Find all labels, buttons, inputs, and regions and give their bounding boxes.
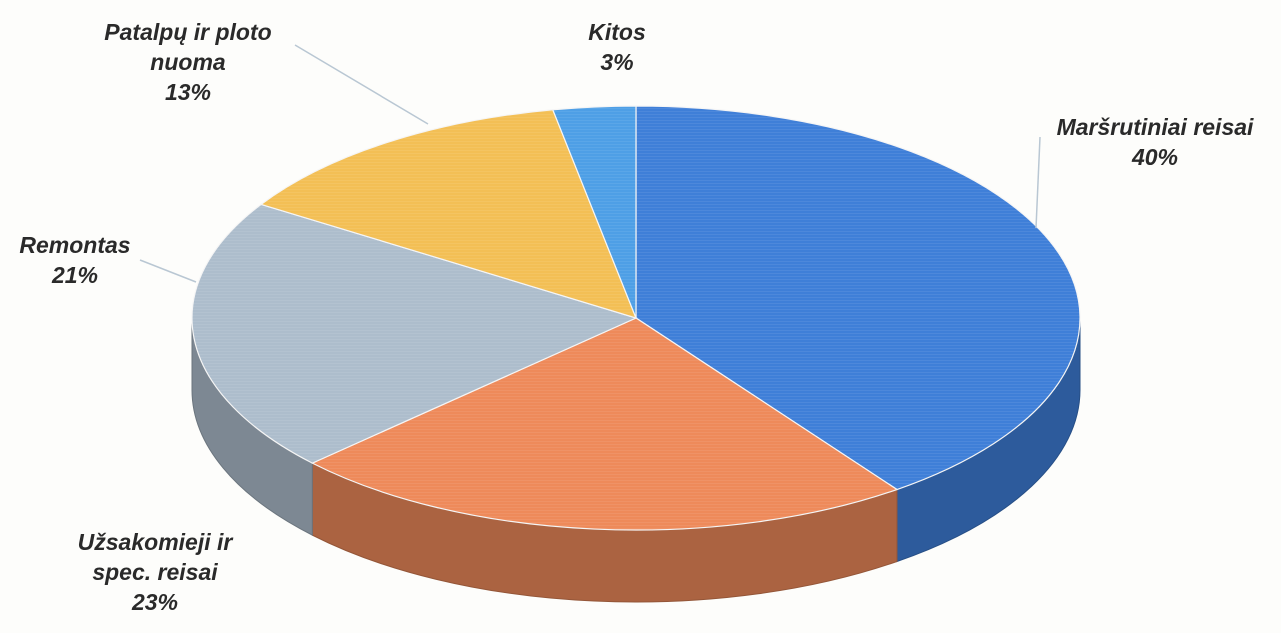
slice-label-3: Patalpų ir ploto nuoma 13% (104, 19, 271, 105)
slice-category-label: nuoma (150, 49, 226, 75)
pie-slice-texture-0 (636, 106, 1080, 490)
slice-label-2: Remontas 21% (19, 232, 130, 288)
slice-value-label: 21% (51, 262, 98, 288)
leader-lines (139, 44, 1041, 283)
slice-category-label: Užsakomieji ir (78, 529, 234, 555)
slice-value-label: 23% (131, 589, 178, 615)
pie-tops (191, 105, 1081, 531)
pie-slice-texture-4 (552, 106, 636, 318)
slice-label-1: Užsakomieji ir spec. reisai 23% (78, 529, 234, 615)
slice-value-label: 3% (600, 49, 633, 75)
pie-slice-texture-2 (192, 204, 636, 464)
leader-line-2 (139, 259, 197, 283)
slice-category-label: Patalpų ir ploto (104, 19, 271, 45)
slice-value-label: 40% (1131, 144, 1178, 170)
leader-line-0 (1035, 136, 1041, 229)
pie-slice-texture-3 (261, 109, 636, 319)
slice-label-0: Maršrutiniai reisai 40% (1057, 114, 1254, 170)
leader-line-3 (294, 44, 429, 125)
pie-slice-texture-1 (312, 318, 897, 530)
slice-category-label: spec. reisai (92, 559, 218, 585)
slice-category-label: Remontas (19, 232, 130, 258)
slice-category-label: Kitos (588, 19, 646, 45)
slice-category-label: Maršrutiniai reisai (1057, 114, 1254, 140)
slice-label-4: Kitos 3% (588, 19, 646, 75)
slice-value-label: 13% (165, 79, 211, 105)
slice-labels: Maršrutiniai reisai 40% Užsakomieji ir spec… (19, 19, 1254, 615)
